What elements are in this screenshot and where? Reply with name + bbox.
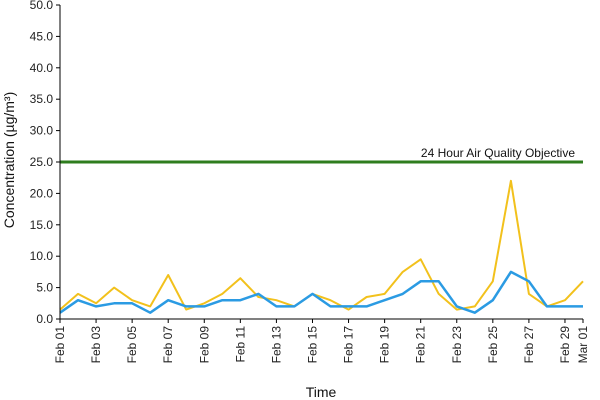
x-tick-label: Feb 15 <box>305 326 319 364</box>
x-tick-label: Feb 07 <box>161 326 175 364</box>
y-axis-ticks: 0.0 5.0 10.0 15.0 20.0 25.0 30.0 35.0 40.0 45.0 50… <box>30 0 60 326</box>
plot-lines <box>59 160 584 314</box>
rolling-average-line <box>59 270 583 314</box>
y-tick-label: 20.0 <box>30 186 54 200</box>
x-tick-label: Feb 05 <box>125 326 139 364</box>
x-tick-label: Mar 01 <box>576 326 590 364</box>
y-tick-label: 10.0 <box>30 249 54 263</box>
y-tick-label: 15.0 <box>30 218 54 232</box>
x-tick-label: Feb 19 <box>378 326 392 364</box>
x-tick-label: Feb 01 <box>53 326 67 364</box>
x-tick-label: Feb 21 <box>414 326 428 364</box>
y-tick-label: 50.0 <box>30 0 54 12</box>
x-tick-label: Feb 11 <box>233 326 247 363</box>
threshold-label: 24 Hour Air Quality Objective <box>421 146 575 160</box>
x-tick-label: Feb 27 <box>522 326 536 364</box>
y-tick-label: 0.0 <box>36 312 53 326</box>
x-tick-label: Feb 09 <box>197 326 211 364</box>
x-tick-label: Feb 25 <box>486 326 500 364</box>
x-tick-label: Feb 17 <box>342 326 356 364</box>
y-axis-title: Concentration (µg/m³) <box>1 92 17 228</box>
x-tick-label: Feb 29 <box>558 326 572 364</box>
y-tick-label: 45.0 <box>30 29 54 43</box>
x-tick-label: Feb 03 <box>89 326 103 364</box>
x-axis-ticks: Feb 01 Feb 03 Feb 05 Feb 07 Feb 09 Feb 11 Feb … <box>53 319 590 363</box>
y-tick-label: 30.0 <box>30 124 54 138</box>
x-tick-label: Feb 13 <box>269 326 283 364</box>
y-tick-label: 5.0 <box>36 281 53 295</box>
hourly-concentration-line <box>59 179 584 311</box>
y-tick-label: 25.0 <box>30 155 54 169</box>
x-axis-title: Time <box>306 384 337 400</box>
x-tick-label: Feb 23 <box>450 326 464 364</box>
y-tick-label: 35.0 <box>30 92 54 106</box>
y-tick-label: 40.0 <box>30 61 54 75</box>
